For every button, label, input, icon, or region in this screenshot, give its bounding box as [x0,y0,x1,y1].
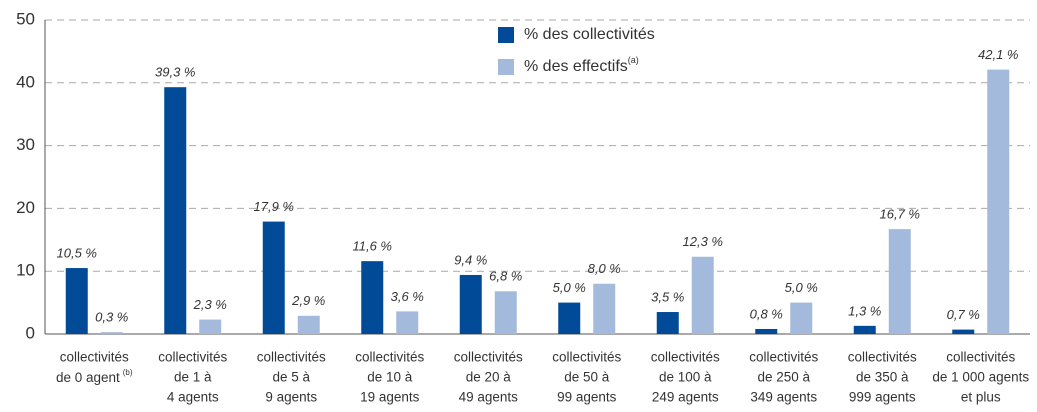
x-tick-label: de 5 à [272,370,310,385]
bar [199,319,222,334]
value-label: 8,0 % [588,261,621,276]
bar [790,302,813,334]
value-label: 2,3 % [193,297,227,312]
y-tick-label: 40 [16,72,35,91]
x-tick-label: 999 agents [849,390,916,405]
legend-swatch [498,59,514,75]
x-tick-label: de 250 à [757,370,810,385]
bar [987,69,1010,334]
bar [164,87,187,334]
value-label: 0,7 % [947,307,980,322]
legend-swatch [498,27,514,43]
value-label: 11,6 % [352,239,392,254]
x-tick-label: collectivités [946,350,1015,365]
x-tick-label: de 1 000 agents [932,370,1029,385]
x-tick-label: collectivités [848,350,917,365]
legend-label-sup: (a) [628,55,639,65]
value-label: 9,4 % [454,252,487,267]
legend-label: % des effectifs(a) [524,55,639,75]
y-tick-label: 10 [16,261,35,280]
bar [396,311,419,334]
value-label: 39,3 % [155,65,195,80]
bar [262,221,285,334]
bar [459,274,482,334]
y-tick-label: 50 [16,9,35,28]
bar [593,283,616,334]
y-tick-label: 30 [16,135,35,154]
x-tick-label: de 1 à [174,370,212,385]
x-tick-label: collectivités [355,350,424,365]
value-label: 3,5 % [651,289,684,304]
bar [656,312,679,334]
bar [952,329,975,334]
bar [691,256,714,334]
y-tick-label: 0 [26,323,35,342]
bar [361,261,384,334]
value-label: 1,3 % [848,303,881,318]
bar [65,268,88,334]
x-tick-label: 9 agents [265,390,317,405]
x-tick-label: collectivités [454,350,523,365]
bar [755,328,778,334]
x-tick-label: collectivités [60,350,129,365]
value-label: 12,3 % [683,234,723,249]
y-tick-label: 20 [16,198,35,217]
x-tick-label: collectivités [749,350,818,365]
x-tick-label: de 350 à [856,370,909,385]
x-tick-label: de 20 à [466,370,512,385]
value-label: 10,5 % [57,245,97,260]
value-label: 17,9 % [254,199,294,214]
bar [853,325,876,334]
x-tick-label: de 0 agent (b) [56,368,133,384]
x-tick-label: collectivités [552,350,621,365]
value-label: 16,7 % [880,207,920,222]
bar [494,291,517,334]
legend-label: % des collectivités [524,26,655,43]
x-tick-label: de 10 à [367,370,413,385]
bar [297,315,320,334]
x-tick-label: de 50 à [564,370,610,385]
bar [558,302,581,334]
value-label: 0,8 % [750,306,783,321]
value-label: 6,8 % [489,269,522,284]
x-tick-label-sup: (b) [123,368,133,377]
bar [100,332,123,334]
legend-label-text: % des effectifs [524,58,628,75]
value-label: 5,0 % [785,280,818,295]
x-tick-label: 249 agents [652,390,719,405]
value-label: 0,3 % [95,310,128,325]
value-label: 42,1 % [978,47,1018,62]
x-tick-label: de 100 à [659,370,712,385]
x-tick-label: 4 agents [167,390,219,405]
x-tick-label: collectivités [158,350,227,365]
x-tick-label: 19 agents [360,390,420,405]
value-label: 5,0 % [553,280,586,295]
x-tick-label: 349 agents [750,390,817,405]
x-tick-label: 49 agents [459,390,519,405]
x-tick-label-text: de 0 agent [56,370,120,385]
value-label: 2,9 % [291,293,325,308]
x-tick-label: 99 agents [557,390,617,405]
value-label: 3,6 % [391,289,424,304]
x-tick-label: collectivités [257,350,326,365]
x-tick-label: collectivités [651,350,720,365]
x-tick-label: et plus [961,390,1001,405]
bar [888,229,911,334]
legend-label-text: % des collectivités [524,26,655,43]
